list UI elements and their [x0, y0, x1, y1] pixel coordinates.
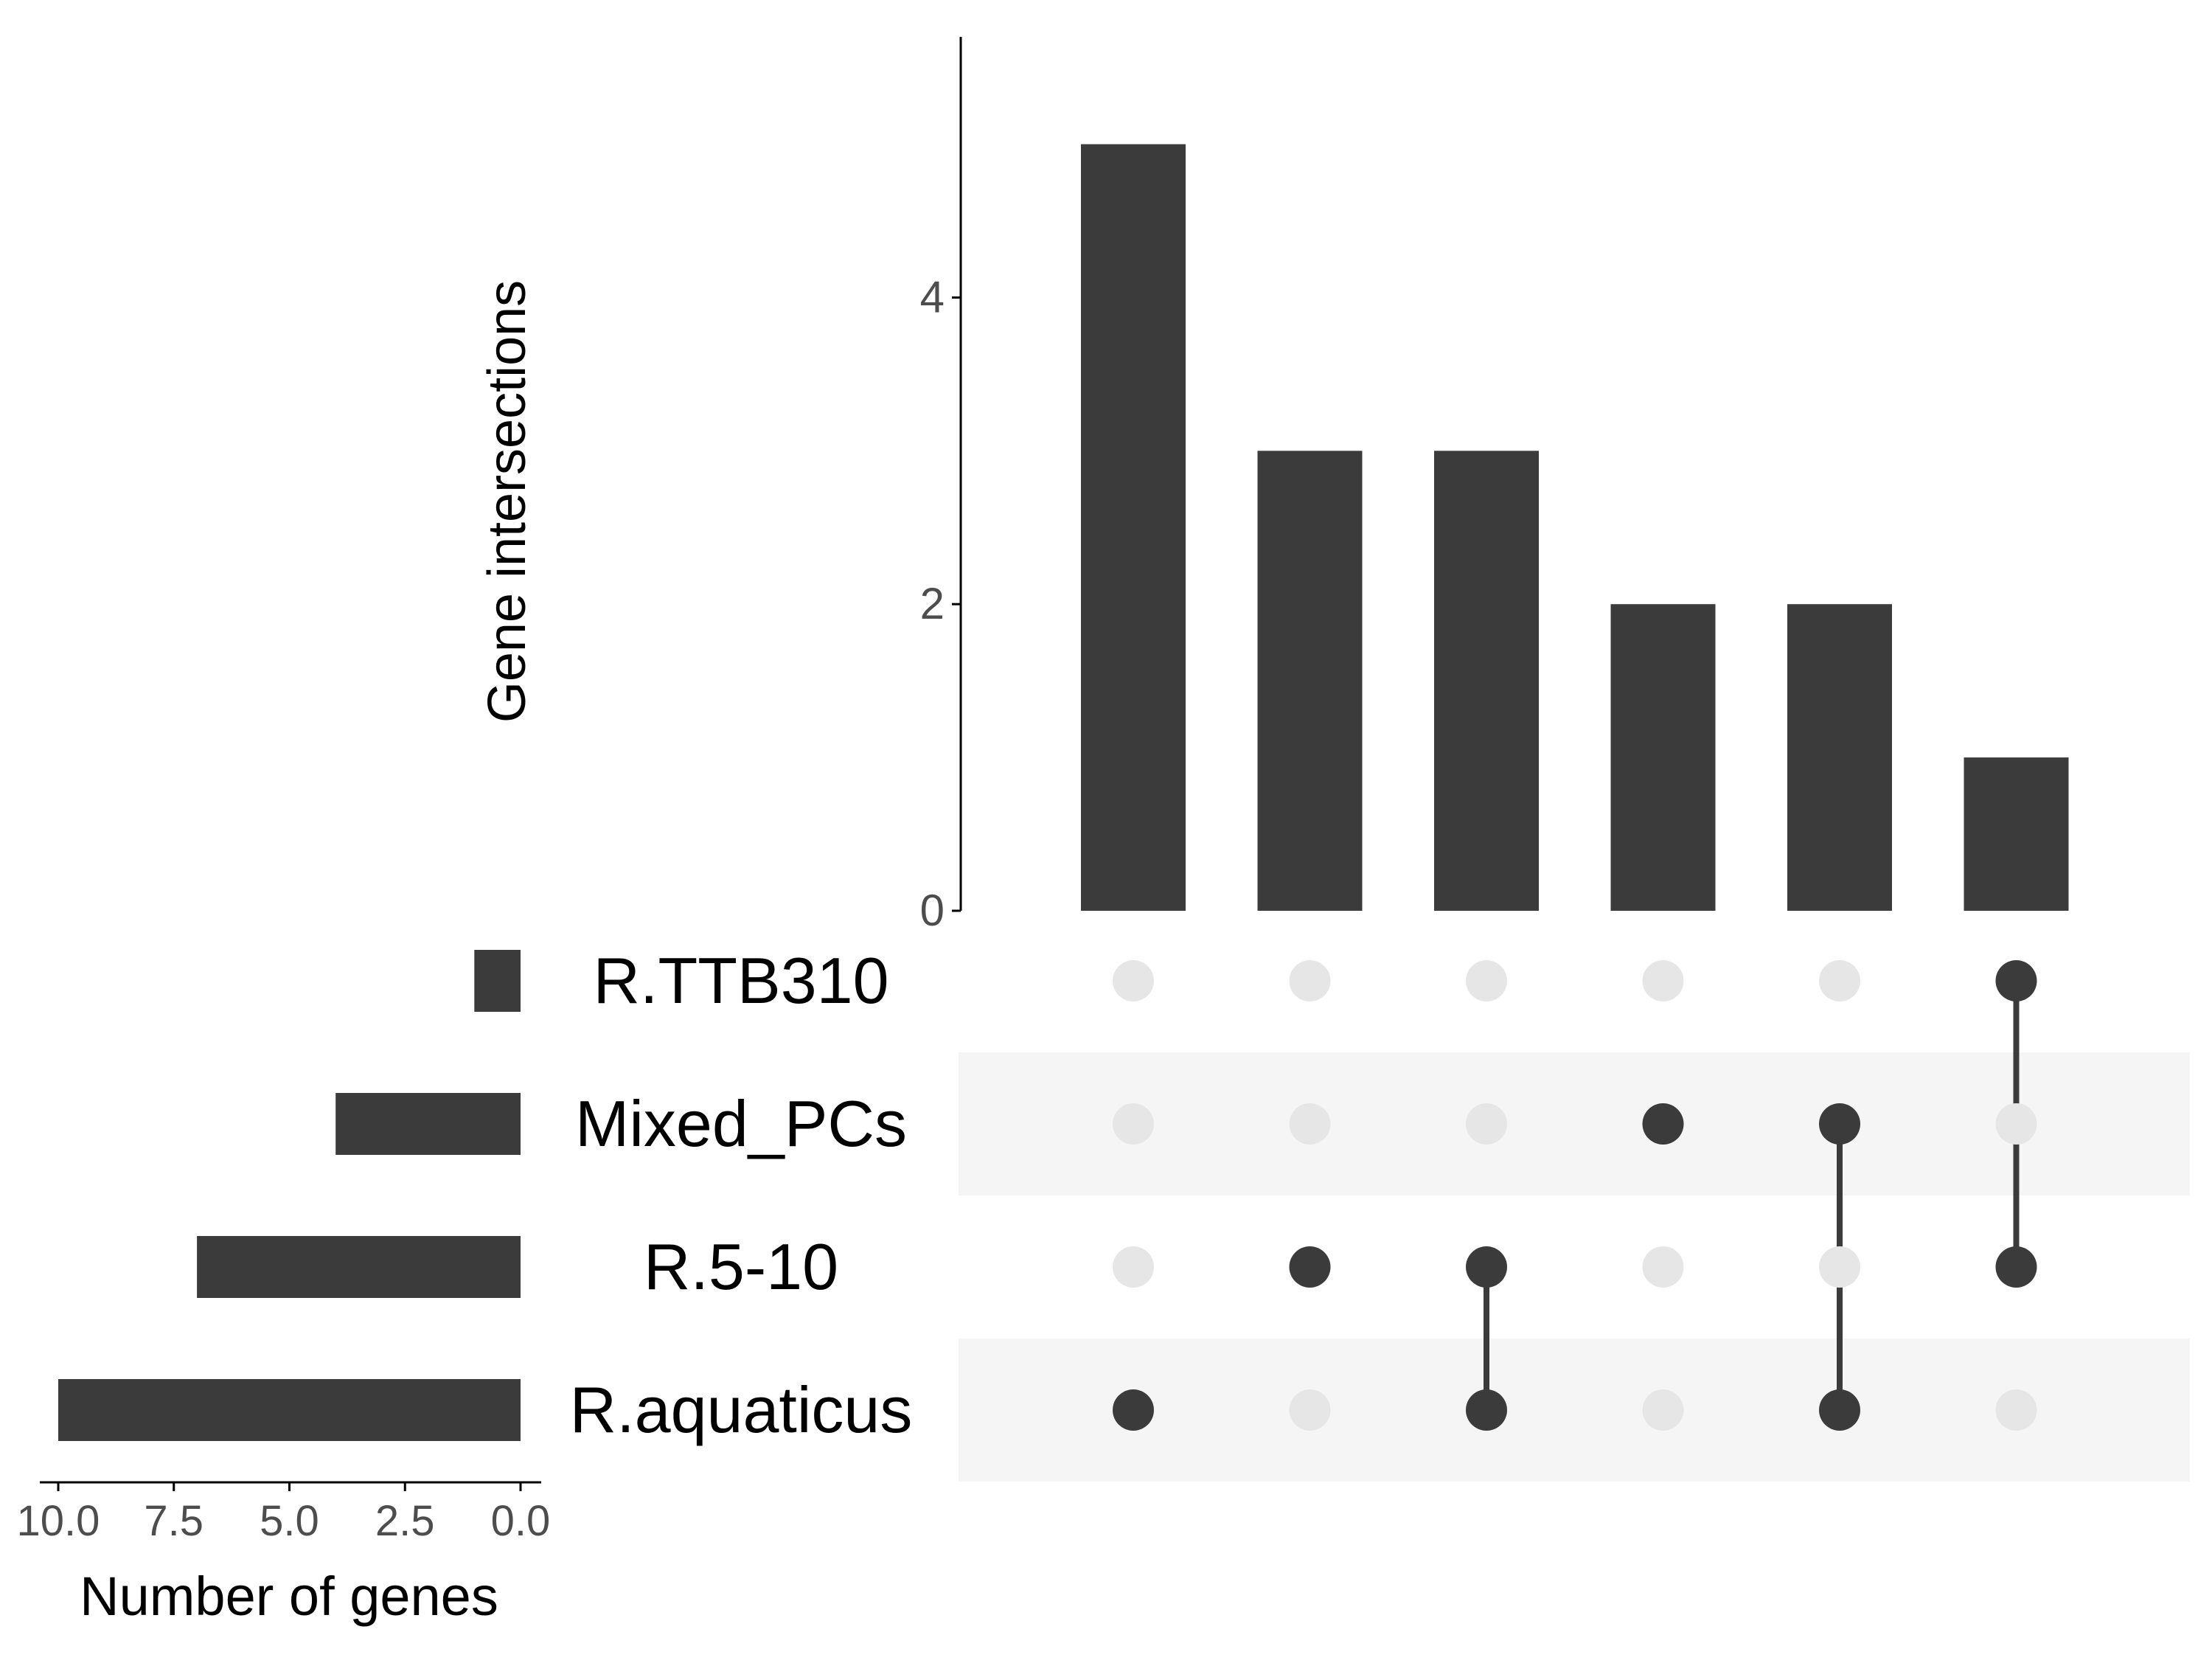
y-tick-label: 4	[920, 272, 945, 322]
set-label: R.TTB310	[593, 944, 888, 1017]
matrix-dot-inactive	[1289, 1389, 1331, 1431]
x-tick-label: 5.0	[260, 1497, 319, 1545]
intersection-bar	[1434, 451, 1539, 911]
intersection-matrix	[1113, 960, 2037, 1431]
matrix-row-stripes	[959, 1052, 2190, 1482]
matrix-dot-active	[1995, 960, 2037, 1001]
matrix-dot-active	[1995, 1246, 2037, 1288]
matrix-dot-inactive	[1113, 1103, 1154, 1145]
row-stripe	[959, 1339, 2190, 1482]
x-tick-label: 7.5	[144, 1497, 204, 1545]
matrix-dot-active	[1113, 1389, 1154, 1431]
set-labels: R.TTB310 Mixed_PCs R.5-10 R.aquaticus	[570, 944, 913, 1446]
intersection-bar	[1081, 144, 1186, 911]
x-tick-label: 10.0	[17, 1497, 100, 1545]
set-size-bar	[474, 950, 521, 1012]
matrix-dot-inactive	[1995, 1389, 2037, 1431]
x-tick-label: 2.5	[375, 1497, 435, 1545]
intersection-size-plot: 0 2 4 Gene intersections	[478, 37, 2069, 935]
matrix-dot-active	[1466, 1389, 1507, 1431]
matrix-dot-inactive	[1289, 1103, 1331, 1145]
x-tick-label: 0.0	[491, 1497, 551, 1545]
matrix-dot-inactive	[1113, 1246, 1154, 1288]
set-label: Mixed_PCs	[575, 1087, 907, 1160]
intersection-bar	[1257, 451, 1363, 911]
set-label: R.aquaticus	[570, 1373, 913, 1446]
set-label: R.5-10	[644, 1230, 838, 1303]
matrix-dot-active	[1642, 1103, 1684, 1145]
matrix-dot-inactive	[1113, 960, 1154, 1001]
matrix-dot-inactive	[1819, 960, 1860, 1001]
y-axis-title: Gene intersections	[478, 280, 537, 723]
y-tick-label: 2	[920, 579, 945, 628]
matrix-dot-inactive	[1466, 960, 1507, 1001]
intersection-bar	[1787, 604, 1892, 911]
matrix-dot-active	[1466, 1246, 1507, 1288]
intersection-bar	[1610, 604, 1716, 911]
matrix-dot-inactive	[1642, 960, 1684, 1001]
matrix-dot-inactive	[1995, 1103, 2037, 1145]
matrix-dot-inactive	[1466, 1103, 1507, 1145]
matrix-dot-inactive	[1642, 1389, 1684, 1431]
set-size-bar	[197, 1236, 521, 1298]
intersection-bar	[1964, 757, 2069, 911]
matrix-dot-active	[1819, 1103, 1860, 1145]
matrix-dot-active	[1819, 1389, 1860, 1431]
x-axis-title: Number of genes	[80, 1566, 498, 1627]
row-stripe	[959, 1052, 2190, 1195]
y-tick-label: 0	[920, 886, 945, 935]
matrix-dot-inactive	[1819, 1246, 1860, 1288]
matrix-dot-active	[1289, 1246, 1331, 1288]
set-size-plot: 10.0 7.5 5.0 2.5 0.0 Number of genes	[17, 950, 551, 1627]
set-size-bar	[335, 1093, 521, 1155]
set-size-bar	[58, 1379, 521, 1441]
matrix-dot-inactive	[1289, 960, 1331, 1001]
matrix-dot-inactive	[1642, 1246, 1684, 1288]
